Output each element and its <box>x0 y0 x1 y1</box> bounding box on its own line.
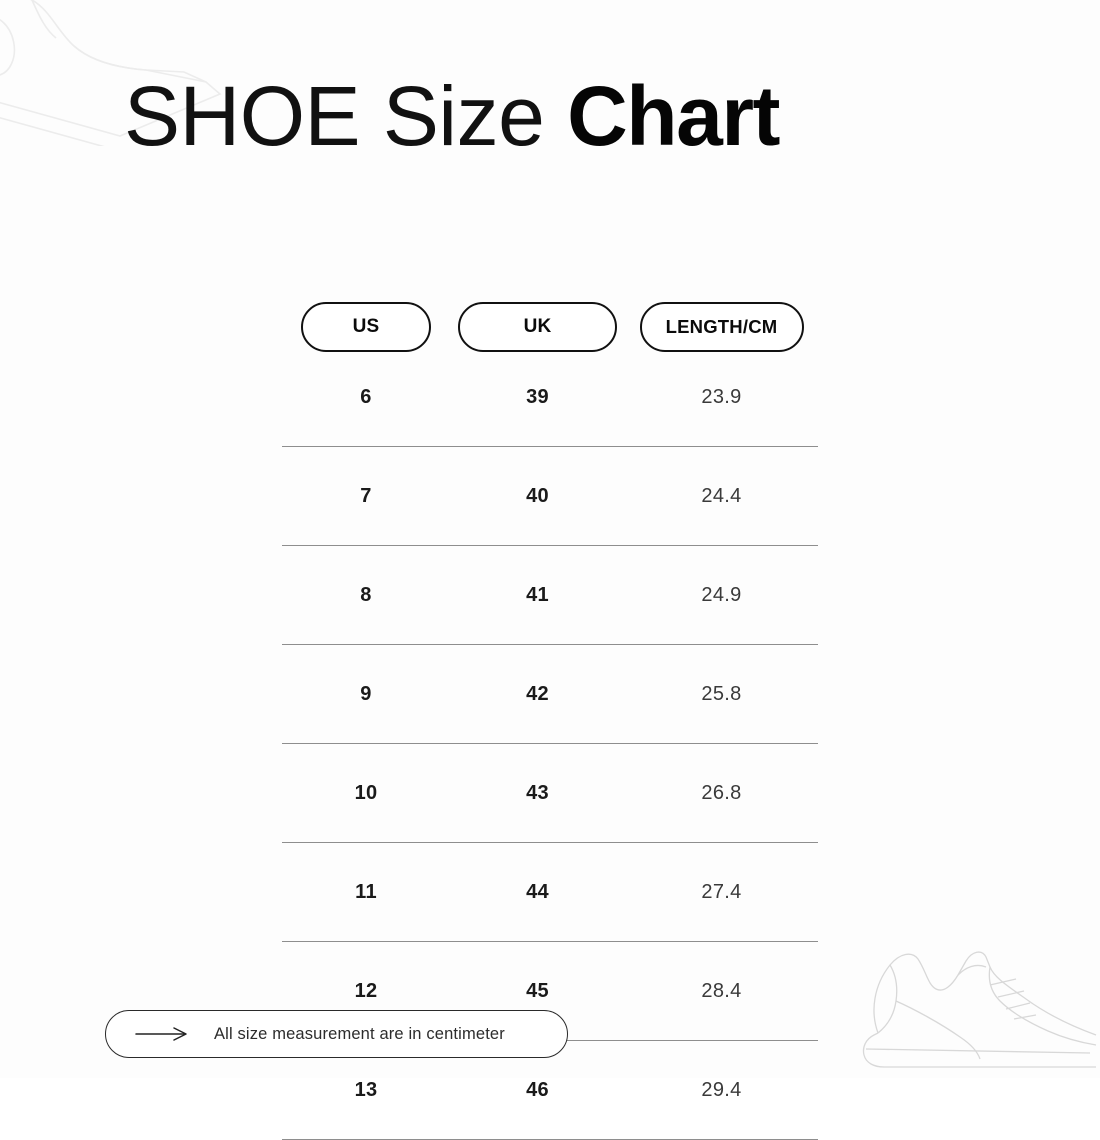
table-row: 13 46 29.4 <box>282 1066 818 1114</box>
cell-length: 23.9 <box>701 385 742 408</box>
table-row: 8 41 24.9 <box>282 571 818 619</box>
table-row: 7 40 24.4 <box>282 472 818 520</box>
cell-length: 25.8 <box>701 682 742 705</box>
cell-us: 11 <box>355 880 377 903</box>
row-divider <box>282 545 818 546</box>
cell-us: 13 <box>354 1078 378 1101</box>
footer-note-text: All size measurement are in centimeter <box>214 1024 505 1043</box>
header-cell-us: US <box>282 302 450 352</box>
cell-uk: 44 <box>526 880 549 903</box>
table-row: 6 39 23.9 <box>282 373 818 421</box>
row-divider <box>282 842 818 843</box>
page-title: SHOE Size Chart <box>124 69 780 163</box>
cell-uk: 40 <box>526 484 549 507</box>
header-cell-length: LENGTH/CM <box>625 302 818 352</box>
cell-us: 8 <box>360 583 372 606</box>
arrow-right-icon <box>134 1026 192 1042</box>
cell-uk: 42 <box>526 682 549 705</box>
cell-us: 9 <box>360 682 372 705</box>
table-header-row: US UK LENGTH/CM <box>282 299 818 355</box>
pill-header-uk[interactable]: UK <box>458 302 617 352</box>
row-divider <box>282 941 818 942</box>
row-divider <box>282 644 818 645</box>
cell-length: 29.4 <box>701 1078 742 1101</box>
cell-length: 26.8 <box>701 781 742 804</box>
size-table: US UK LENGTH/CM 6 39 23.9 7 40 24.4 <box>282 299 818 1140</box>
header-cell-uk: UK <box>450 302 625 352</box>
cell-uk: 45 <box>526 979 549 1002</box>
cell-us: 12 <box>354 979 378 1002</box>
cell-us: 10 <box>354 781 378 804</box>
cell-uk: 39 <box>526 385 549 408</box>
table-row: 11 44 27.4 <box>282 868 818 916</box>
page-title-light: SHOE Size <box>124 69 568 163</box>
table-row: 10 43 26.8 <box>282 769 818 817</box>
cell-uk: 46 <box>526 1078 549 1101</box>
cell-length: 24.9 <box>701 583 742 606</box>
sneaker-outline-icon <box>840 923 1100 1078</box>
row-divider <box>282 743 818 744</box>
table-row: 12 45 28.4 <box>282 967 818 1015</box>
page-title-bold: Chart <box>567 69 780 163</box>
cell-us: 6 <box>360 385 372 408</box>
pill-header-length[interactable]: LENGTH/CM <box>639 302 804 352</box>
cell-length: 28.4 <box>701 979 742 1002</box>
cell-length: 27.4 <box>701 880 742 903</box>
pill-header-us[interactable]: US <box>301 302 431 352</box>
footer-note: All size measurement are in centimeter <box>105 1010 568 1058</box>
row-divider <box>282 446 818 447</box>
cell-length: 24.4 <box>701 484 742 507</box>
cell-us: 7 <box>360 484 372 507</box>
table-row: 9 42 25.8 <box>282 670 818 718</box>
cell-uk: 41 <box>526 583 549 606</box>
cell-uk: 43 <box>526 781 549 804</box>
